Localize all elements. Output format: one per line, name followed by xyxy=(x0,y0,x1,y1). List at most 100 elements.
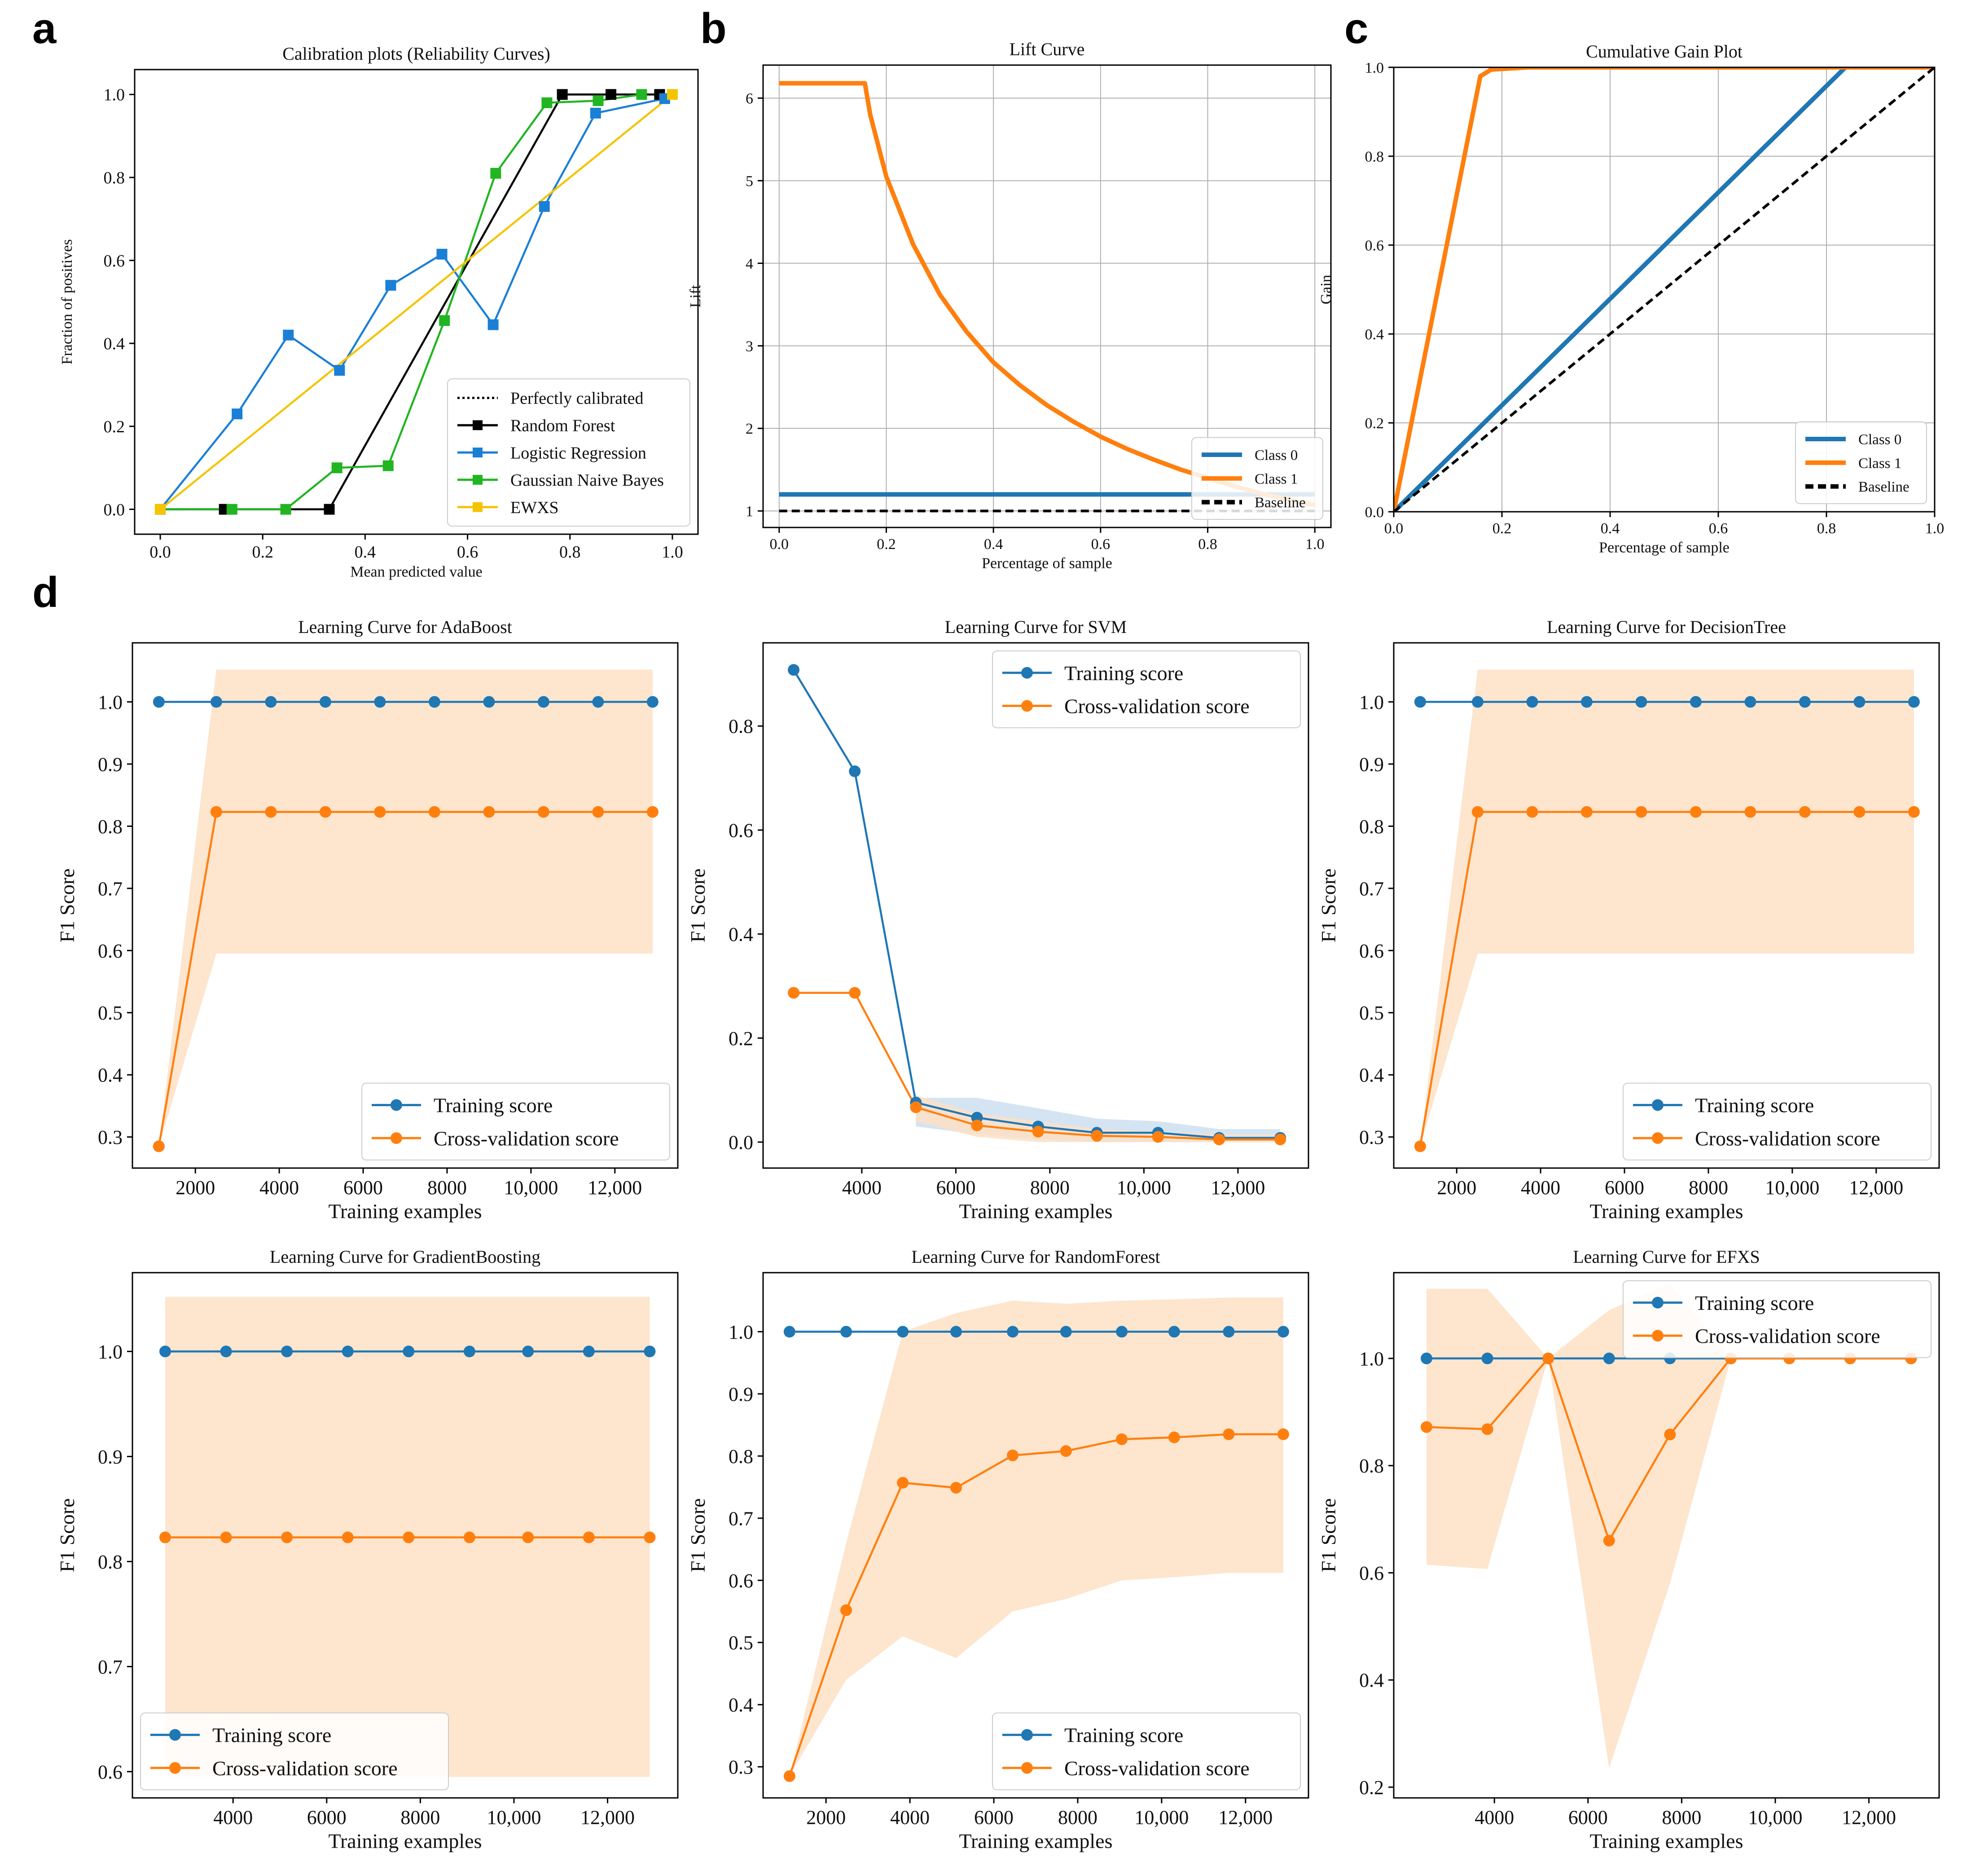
y-tick-label: 0.4 xyxy=(104,334,125,353)
data-point-square xyxy=(539,201,550,212)
x-axis-label: Training examples xyxy=(1590,1199,1743,1222)
legend-label: Baseline xyxy=(1858,479,1910,495)
plot-frame xyxy=(1393,1272,1940,1799)
data-point-square xyxy=(490,168,501,179)
legend-box xyxy=(140,1712,449,1791)
chart-title: Cumulative Gain Plot xyxy=(1586,41,1743,62)
legend-swatch-marker xyxy=(1652,1132,1664,1144)
x-tick-label: 12,000 xyxy=(1218,1806,1273,1828)
legend-swatch-marker xyxy=(1021,1762,1033,1774)
legend-box xyxy=(1623,1082,1931,1161)
x-tick-label: 12,000 xyxy=(1211,1177,1265,1199)
legend-label: Cross-validation score xyxy=(434,1127,619,1150)
data-point xyxy=(281,1531,293,1543)
plot-area xyxy=(788,1297,1283,1777)
series-line-cross-validation-score xyxy=(1419,811,1914,1147)
y-tick-label: 1.0 xyxy=(729,1321,753,1343)
data-point xyxy=(1007,1326,1019,1338)
y-tick-label: 0.7 xyxy=(729,1507,753,1529)
data-point xyxy=(1542,1353,1554,1365)
plot-area xyxy=(159,93,673,510)
chart-title: Calibration plots (Reliability Curves) xyxy=(282,44,550,64)
y-tick-label: 0.4 xyxy=(1359,1064,1384,1086)
data-point-square xyxy=(590,108,601,119)
data-point-square xyxy=(232,409,243,420)
data-point xyxy=(428,696,440,708)
data-point xyxy=(783,1770,795,1782)
data-point xyxy=(592,806,604,818)
data-point xyxy=(1223,1326,1235,1338)
y-tick-label: 0.8 xyxy=(104,169,125,188)
plot-frame xyxy=(132,1272,679,1799)
legend-box xyxy=(447,378,690,527)
x-tick-label: 0.8 xyxy=(1198,536,1217,553)
x-tick-label: 10,000 xyxy=(1134,1806,1189,1828)
data-point-square xyxy=(557,89,568,100)
y-axis-label: F1 Score xyxy=(56,1498,79,1573)
legend-label: Training score xyxy=(1695,1094,1814,1117)
legend-swatch-marker xyxy=(473,474,483,485)
legend-label: Cross-validation score xyxy=(1695,1325,1880,1348)
chart-title: Lift Curve xyxy=(1010,39,1085,59)
data-point xyxy=(950,1482,962,1494)
data-point xyxy=(583,1531,595,1543)
legend-label: Baseline xyxy=(1255,495,1306,511)
data-point xyxy=(1853,806,1866,818)
y-tick-label: 1.0 xyxy=(1359,1348,1384,1370)
y-tick-label: 0.4 xyxy=(729,1694,753,1716)
data-point xyxy=(1526,806,1538,818)
x-axis-label: Mean predicted value xyxy=(350,564,483,580)
legend-swatch-marker xyxy=(473,448,483,457)
data-point xyxy=(1635,806,1647,818)
legend-box xyxy=(992,650,1301,729)
y-tick-label: 0.5 xyxy=(729,1632,753,1654)
x-axis-label: Training examples xyxy=(329,1199,482,1222)
legend-label: Perfectly calibrated xyxy=(510,389,643,408)
x-axis-label: Training examples xyxy=(959,1829,1113,1852)
chart-lc-efxs: 4000 6000 8000 10,000 12,000 0.2 0.4 0.6 0.8 1.0 L… xyxy=(1317,1247,1940,1852)
legend: Class 0 Class 1 Baseline xyxy=(1191,437,1323,520)
x-tick-label: 8000 xyxy=(427,1177,467,1199)
data-point-square xyxy=(324,504,335,515)
data-point xyxy=(849,987,861,999)
plot-frame xyxy=(1393,642,1940,1169)
y-tick-label: 0.7 xyxy=(98,1656,123,1678)
data-point-square xyxy=(385,280,396,291)
data-point xyxy=(646,696,658,708)
data-point-square xyxy=(439,315,450,326)
x-tick-label: 2000 xyxy=(806,1806,846,1828)
legend-box xyxy=(1623,1280,1931,1358)
x-tick-label: 6000 xyxy=(936,1177,975,1199)
data-point xyxy=(463,1531,475,1543)
y-tick-label: 0.4 xyxy=(1365,326,1384,343)
y-tick-label: 0.8 xyxy=(729,716,753,738)
data-point-square xyxy=(382,460,394,471)
legend-label: Cross-validation score xyxy=(1064,1757,1250,1779)
legend-label: Training score xyxy=(1064,1724,1183,1747)
data-point xyxy=(788,664,800,676)
data-point xyxy=(153,696,165,708)
chart-title: Learning Curve for AdaBoost xyxy=(298,617,512,637)
data-point xyxy=(1414,1140,1426,1152)
data-point xyxy=(897,1326,909,1338)
x-tick-label: 8000 xyxy=(1058,1806,1097,1828)
data-point xyxy=(153,1140,165,1152)
y-tick-label: 0.5 xyxy=(1359,1002,1384,1024)
data-point-square xyxy=(283,330,294,341)
plot-area xyxy=(1419,669,1914,1147)
data-point xyxy=(1213,1134,1225,1146)
y-tick-label: 0.7 xyxy=(1359,878,1384,900)
y-tick-label: 4 xyxy=(746,255,753,272)
data-point xyxy=(428,806,440,818)
y-tick-label: 3 xyxy=(746,338,753,355)
x-tick-label: 0.8 xyxy=(559,543,581,562)
data-point xyxy=(1274,1134,1286,1146)
data-point xyxy=(1168,1431,1180,1443)
series-line-gaussian-naive-bayes xyxy=(160,93,642,510)
legend-swatch-marker xyxy=(169,1762,181,1774)
data-point xyxy=(374,806,386,818)
y-tick-label: 0.8 xyxy=(1359,816,1384,838)
data-point xyxy=(1060,1445,1072,1457)
legend-swatch-marker xyxy=(391,1099,402,1111)
y-tick-label: 0.0 xyxy=(1365,504,1384,521)
